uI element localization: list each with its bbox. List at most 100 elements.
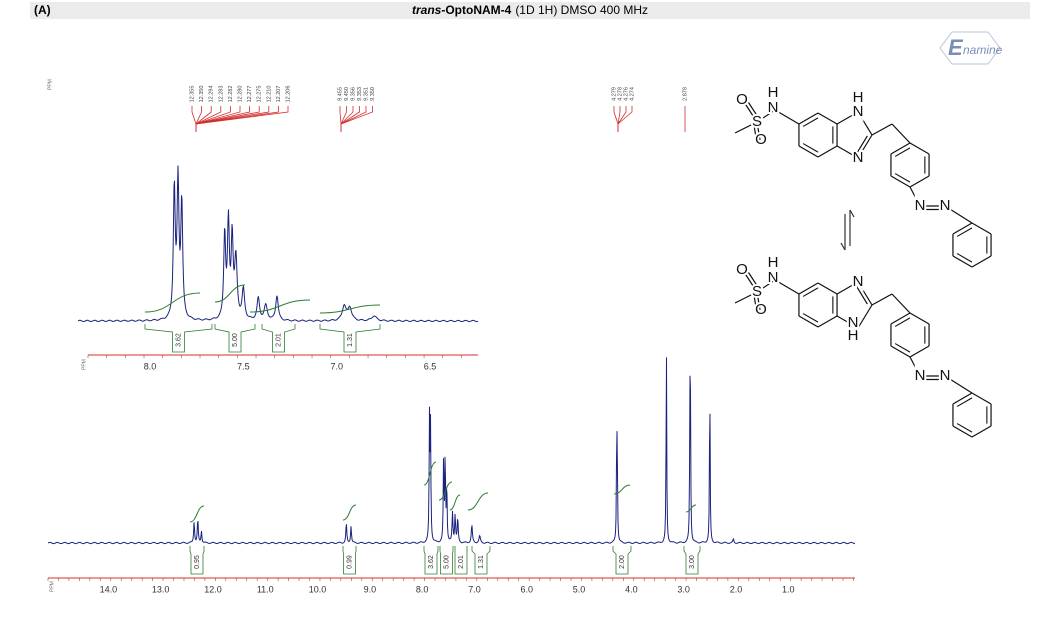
integral-curve bbox=[319, 304, 381, 314]
integral-label: 1.31 bbox=[347, 333, 354, 347]
title-prefix: trans bbox=[412, 3, 442, 17]
atom-label: N bbox=[768, 269, 779, 286]
atom-label: N bbox=[848, 314, 859, 331]
spectrum bbox=[47, 357, 855, 545]
peak-label: 12.350 bbox=[199, 86, 205, 103]
bond bbox=[756, 121, 761, 141]
integral-label: 3.00 bbox=[689, 555, 696, 569]
atom-label: N bbox=[940, 367, 951, 384]
peak-label: 4.274 bbox=[629, 87, 635, 101]
bond bbox=[971, 255, 992, 268]
bond bbox=[871, 293, 893, 306]
axis-label: 7.0 bbox=[468, 584, 481, 594]
bond bbox=[952, 222, 973, 235]
atom-label: N bbox=[853, 149, 864, 166]
axis-label: 8.0 bbox=[416, 584, 429, 594]
title: trans-OptoNAM-4 (1D 1H) DMSO 400 MHz bbox=[412, 3, 648, 17]
peak-label: 9.353 bbox=[357, 87, 363, 101]
atom-label: N bbox=[915, 367, 926, 384]
arrow-head bbox=[849, 209, 855, 218]
bond bbox=[734, 121, 758, 134]
peak-leader bbox=[195, 106, 203, 132]
integral-curve bbox=[467, 492, 489, 511]
logo-text: namine bbox=[963, 43, 1003, 57]
peak-label: 12.275 bbox=[257, 86, 263, 103]
integral-label: 3.62 bbox=[428, 555, 435, 569]
integral-curve bbox=[189, 505, 205, 523]
bond bbox=[944, 205, 973, 224]
bond bbox=[956, 397, 973, 407]
integral-curve bbox=[685, 504, 697, 513]
atom-label: O bbox=[736, 91, 748, 108]
atom-label: N bbox=[853, 273, 864, 290]
bond bbox=[774, 109, 800, 125]
bond bbox=[891, 293, 911, 314]
bond bbox=[753, 124, 757, 139]
bond bbox=[956, 227, 973, 237]
integral-bracket bbox=[319, 324, 381, 353]
peak-label: 12.207 bbox=[276, 86, 282, 103]
axis-label: 1.0 bbox=[782, 584, 795, 594]
peak-label: 9.455 bbox=[337, 87, 343, 101]
axis-label: 10.0 bbox=[309, 584, 327, 594]
bond bbox=[802, 287, 819, 297]
axis-label: 2.0 bbox=[730, 584, 743, 594]
integral-curve bbox=[449, 494, 461, 511]
integral-label: 5.00 bbox=[232, 333, 239, 347]
bond bbox=[747, 272, 759, 289]
axis-label: 9.0 bbox=[364, 584, 377, 594]
integral-curve bbox=[249, 299, 311, 313]
atom-label: N bbox=[940, 197, 951, 214]
bond bbox=[817, 315, 838, 328]
integral-bracket bbox=[423, 546, 439, 575]
bond bbox=[798, 145, 819, 158]
integral-label: 0.95 bbox=[194, 555, 201, 569]
axis-label: 3.0 bbox=[677, 584, 690, 594]
integral-label: 2.00 bbox=[619, 555, 626, 569]
panel-label: (A) bbox=[34, 3, 51, 17]
bond bbox=[956, 423, 973, 433]
integral-bracket bbox=[454, 546, 468, 575]
bond bbox=[871, 123, 893, 136]
peak-label: 4.278 bbox=[617, 87, 623, 101]
atom-label: H bbox=[848, 327, 859, 344]
bond bbox=[798, 315, 819, 328]
bond bbox=[856, 286, 868, 305]
bond bbox=[909, 312, 930, 325]
axis-label: 7.0 bbox=[330, 361, 343, 371]
peak-label: 12.355 bbox=[189, 86, 195, 103]
atom-label: N bbox=[853, 103, 864, 120]
peak-label: 12.210 bbox=[266, 86, 272, 103]
atom-label: O bbox=[755, 301, 767, 318]
integral-curve bbox=[214, 284, 246, 303]
peak-label: 9.450 bbox=[344, 87, 350, 101]
integral-label: 0.99 bbox=[346, 555, 353, 569]
bond bbox=[909, 345, 930, 358]
bond bbox=[817, 145, 838, 158]
atom-label: S bbox=[752, 113, 762, 130]
bond bbox=[734, 291, 758, 304]
bond bbox=[909, 175, 930, 188]
bond bbox=[743, 101, 758, 123]
integral-label: 5.00 bbox=[443, 555, 450, 569]
bond bbox=[774, 279, 800, 295]
logo-initial: E bbox=[948, 35, 964, 60]
integral-bracket bbox=[439, 546, 454, 575]
bond bbox=[802, 117, 819, 127]
peak-label: 12.283 bbox=[218, 86, 224, 103]
title-rest: (1D 1H) DMSO 400 MHz bbox=[515, 3, 648, 17]
integral-curve bbox=[144, 292, 201, 313]
peak-label: 12.277 bbox=[247, 86, 253, 103]
integral-label: 2.01 bbox=[275, 333, 282, 347]
integral-label: 1.31 bbox=[478, 555, 485, 569]
bond bbox=[817, 282, 838, 295]
integral-bracket bbox=[471, 546, 491, 575]
peak-leader bbox=[340, 106, 373, 132]
axis-label: 13.0 bbox=[152, 584, 170, 594]
bond bbox=[890, 312, 911, 325]
axis-label: 11.0 bbox=[257, 584, 274, 594]
bond bbox=[753, 294, 757, 309]
bond bbox=[798, 112, 819, 125]
bond bbox=[817, 112, 838, 125]
bond bbox=[909, 356, 921, 377]
